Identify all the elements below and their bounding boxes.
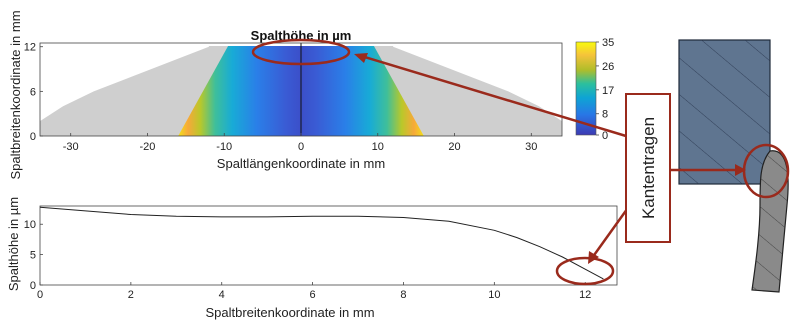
line-x-ticks: 0 2 4 6 8 10 12 <box>37 282 591 301</box>
colorbar-tick-label: 8 <box>602 109 608 121</box>
heatmap-x-tick-label: -10 <box>216 141 232 153</box>
colorbar-tick-label: 35 <box>602 37 614 49</box>
series-line <box>39 206 604 280</box>
line-y-tick-label: 0 <box>30 280 36 292</box>
heatmap-y-tick-label: 12 <box>24 42 36 54</box>
heatmap-y-ticks: 0 6 12 <box>24 42 43 143</box>
heatmap-x-tick-label: -20 <box>140 141 156 153</box>
line-x-tick-label: 6 <box>310 289 316 301</box>
annotation-label: Kantentragen <box>639 117 658 219</box>
colorbar-ticks: 35 26 17 8 0 <box>596 37 614 142</box>
line-x-axis-label: Spaltbreitenkoordinate in mm <box>205 305 374 320</box>
heatmap-x-axis-label: Spaltlängenkoordinate in mm <box>217 156 385 171</box>
line-y-ticks: 0 5 10 <box>24 219 43 292</box>
line-x-tick-label: 0 <box>37 289 43 301</box>
colorbar-bar <box>575 41 597 136</box>
heatmap-y-axis-label: Spaltbreitenkoordinate in mm <box>8 10 23 179</box>
line-y-tick-label: 10 <box>24 219 36 231</box>
arrow-to-line <box>590 204 632 259</box>
arrowhead-heatmap <box>354 53 368 63</box>
colorbar-tick-label: 17 <box>602 85 614 97</box>
heatmap-x-ticks: -30 -20 -10 0 10 20 30 <box>63 133 537 153</box>
heatmap-x-tick-label: 30 <box>525 141 537 153</box>
tool-block-hatching <box>679 40 770 184</box>
edge-contact-sketch <box>678 39 789 293</box>
line-x-tick-label: 10 <box>488 289 500 301</box>
colorbar-tick-label: 26 <box>602 61 614 73</box>
line-chart-frame <box>39 205 618 286</box>
heatmap-y-tick-label: 0 <box>30 131 36 143</box>
heatmap-x-tick-label: 10 <box>372 141 384 153</box>
heatmap-chart: -30 -20 -10 0 10 20 30 0 6 12 Spalthöhe in µm Sp… <box>8 10 563 180</box>
line-x-tick-label: 2 <box>128 289 134 301</box>
annotation-box <box>625 93 671 243</box>
workpiece-hatching <box>752 150 789 292</box>
line-chart: 0 2 4 6 8 10 12 0 5 10 Spaltbreitenkoordinate in… <box>6 197 618 320</box>
heatmap-x-tick-label: 0 <box>298 141 304 153</box>
heatmap-title: Spalthöhe in µm <box>251 28 352 43</box>
arrow-to-heatmap <box>357 53 627 138</box>
line-x-tick-label: 4 <box>219 289 225 301</box>
line-y-tick-label: 5 <box>30 250 36 262</box>
heatmap-x-tick-label: -30 <box>63 141 79 153</box>
edge-ellipse-heatmap <box>251 38 351 66</box>
heatmap-y-tick-label: 6 <box>30 86 36 98</box>
colorbar-tick-label: 0 <box>602 130 608 142</box>
line-x-tick-label: 8 <box>400 289 406 301</box>
arrowhead-line <box>588 251 599 264</box>
annotations <box>251 38 790 286</box>
heatmap-x-tick-label: 20 <box>448 141 460 153</box>
edge-ellipse-line <box>555 256 615 286</box>
line-y-axis-label: Spalthöhe in µm <box>6 197 21 291</box>
arrowhead-sketch <box>735 164 746 176</box>
colorbar: 35 26 17 8 0 <box>575 37 614 142</box>
line-x-tick-label: 12 <box>579 289 591 301</box>
